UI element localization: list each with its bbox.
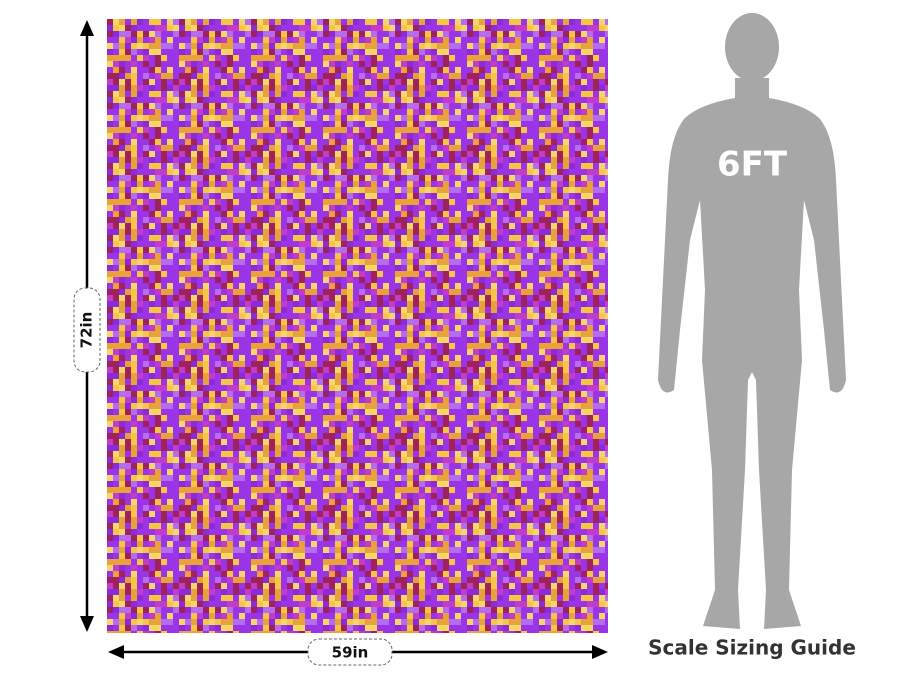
width-dimension: 59in bbox=[108, 638, 608, 666]
body bbox=[658, 78, 846, 629]
human-silhouette: 6FT bbox=[658, 13, 846, 629]
arrow-head bbox=[108, 645, 124, 659]
arrow-head bbox=[80, 616, 94, 632]
height-label-box bbox=[73, 287, 101, 373]
arrow-head bbox=[592, 645, 608, 659]
caption: Scale Sizing Guide bbox=[648, 636, 856, 660]
height-dimension: 72in bbox=[73, 20, 101, 632]
figure-height-label: 6FT bbox=[717, 145, 788, 185]
height-label: 72in bbox=[78, 312, 96, 349]
head bbox=[725, 13, 779, 81]
arrow-head bbox=[80, 20, 94, 36]
width-label: 59in bbox=[332, 644, 369, 662]
wrap-swatch bbox=[107, 19, 608, 633]
width-label-box bbox=[307, 638, 393, 666]
